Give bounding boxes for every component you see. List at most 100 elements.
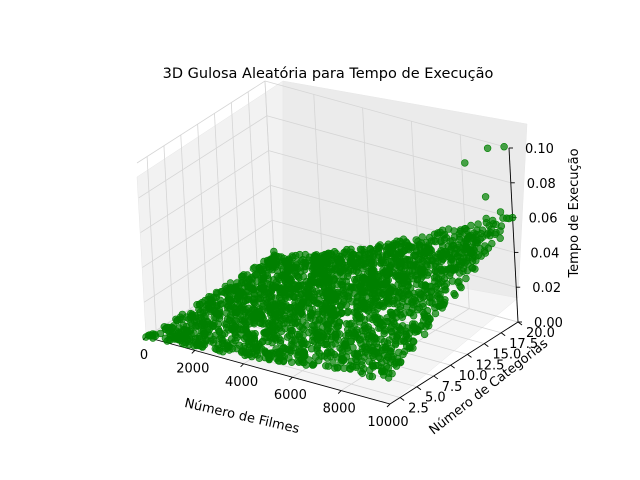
x-tick-label: 2000 (176, 361, 209, 376)
y-gridline-left (180, 134, 191, 309)
scatter-point (483, 231, 491, 239)
scatter-point (364, 306, 373, 314)
y-tick-label: 12.5 (475, 358, 504, 373)
scatter-point (163, 337, 171, 345)
x-tick (240, 363, 244, 368)
x-tick (191, 350, 196, 354)
scatter-point (448, 236, 457, 245)
scatter-point (385, 299, 393, 308)
z-gridline-back (266, 115, 511, 184)
scatter-point (342, 301, 351, 309)
y-gridline-left (230, 102, 241, 277)
scatter-point (248, 352, 256, 361)
z-tick-label: 0.00 (534, 316, 563, 331)
y-gridline-left (247, 91, 258, 266)
scatter-point (432, 283, 440, 291)
scatter-point (407, 343, 415, 352)
scatter-point (369, 315, 377, 324)
y-gridline-left (214, 113, 224, 288)
scatter-point (149, 334, 157, 342)
scatter-points (142, 143, 517, 382)
scatter-point (420, 312, 428, 320)
y-gridline-left (163, 145, 174, 320)
scatter-point (413, 306, 422, 314)
scatter-point (323, 354, 332, 362)
scatter-point (295, 358, 303, 366)
z-gridline-back (268, 150, 513, 218)
scatter-point (496, 234, 504, 242)
y-tick (433, 375, 439, 380)
x-tick-label: 0 (140, 348, 148, 363)
scatter-point (304, 314, 312, 322)
scatter-point (358, 369, 367, 377)
y-gridline-left (146, 156, 157, 331)
scatter-point (225, 346, 234, 354)
scatter-point (480, 247, 489, 255)
scatter-point (481, 193, 490, 201)
y-tick (484, 343, 489, 347)
scatter-point (392, 362, 401, 370)
scatter-point (259, 320, 267, 328)
z-gridline-left (138, 115, 268, 199)
scatter-point (463, 239, 471, 248)
scatter-point (500, 143, 508, 151)
scatter-point (392, 271, 400, 279)
scatter-point (366, 366, 374, 374)
scatter-point (241, 351, 249, 360)
scatter-point (405, 246, 413, 254)
scatter-point (462, 274, 470, 283)
scatter-point (469, 264, 477, 272)
z-gridline-left (143, 219, 273, 303)
scatter-point (255, 354, 263, 362)
scatter-point (442, 286, 450, 294)
scatter-point (471, 239, 480, 247)
z-tick-label: 0.10 (525, 142, 554, 157)
x-tick-label: 6000 (274, 388, 307, 403)
scatter-point (459, 264, 467, 273)
scatter-point (409, 312, 418, 320)
scatter-point (265, 355, 273, 364)
scatter-point (288, 358, 296, 366)
z-tick-label: 0.06 (529, 212, 558, 227)
scatter-point (391, 264, 400, 272)
y-tick (500, 332, 506, 337)
scatter-point (331, 364, 339, 372)
scatter-point (435, 294, 444, 302)
scatter-point (369, 301, 377, 309)
x-tick-label: 4000 (225, 375, 258, 390)
scatter-point (428, 256, 436, 265)
scatter-point (322, 362, 330, 370)
scatter-point (413, 327, 421, 336)
z-tick-label: 0.04 (530, 246, 559, 261)
scatter-point (383, 251, 391, 259)
scatter-point (198, 343, 207, 351)
scatter-point (420, 330, 429, 339)
z-axis-label: Tempo de Execução (567, 148, 582, 278)
x-tick-label: 10000 (367, 415, 408, 430)
scatter-point (413, 280, 421, 288)
scatter-point (355, 318, 364, 326)
x-tick-label: 8000 (323, 402, 356, 417)
z-tick-label: 0.08 (527, 177, 556, 192)
scatter-point (275, 357, 283, 365)
scatter-point (461, 159, 469, 167)
scatter-point (439, 231, 447, 239)
scatter-point (454, 278, 462, 287)
scatter-point (398, 313, 406, 321)
scatter-point (397, 337, 405, 345)
y-tick (416, 386, 422, 391)
scatter-point (181, 340, 189, 348)
y-tick-label: 17.5 (509, 337, 538, 352)
scatter-point (425, 245, 433, 253)
x-tick (337, 390, 342, 394)
scatter-point (496, 227, 504, 235)
z-axis-line (508, 147, 519, 323)
scatter-point (308, 336, 317, 345)
scatter-point (398, 298, 406, 306)
scatter-point (496, 208, 505, 216)
scatter-point (366, 372, 374, 380)
z-gridline-back (264, 80, 510, 149)
scatter-point (380, 329, 388, 338)
scatter-point (375, 301, 383, 309)
scatter-point (431, 309, 440, 318)
